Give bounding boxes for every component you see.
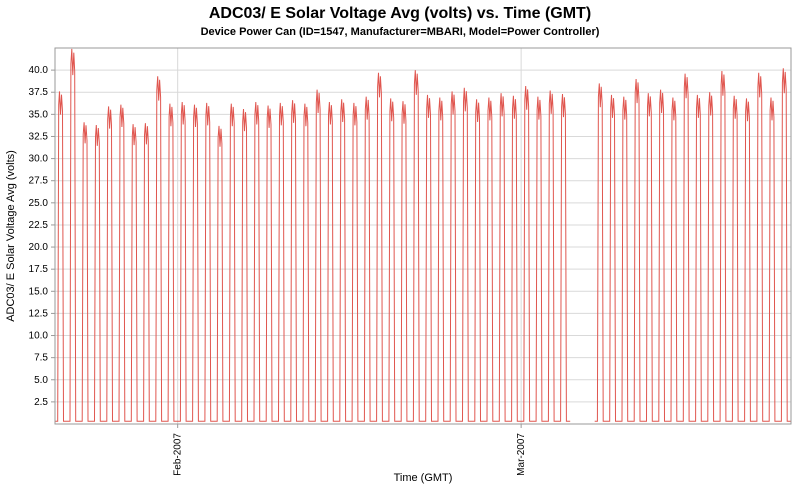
y-tick-label: 7.5	[34, 353, 48, 364]
chart-subtitle: Device Power Can (ID=1547, Manufacturer=…	[200, 26, 600, 38]
y-tick-label: 20.0	[29, 242, 49, 253]
y-tick-label: 15.0	[29, 286, 49, 297]
y-axis-label: ADC03/ E Solar Voltage Avg (volts)	[5, 150, 17, 322]
y-tick-label: 2.5	[34, 397, 48, 408]
y-tick-label: 22.5	[29, 220, 49, 231]
x-axis-label: Time (GMT)	[394, 472, 453, 484]
y-tick-label: 30.0	[29, 154, 49, 165]
series-layer	[55, 48, 791, 422]
x-tick-label: Mar-2007	[516, 433, 527, 476]
chart-title: ADC03/ E Solar Voltage Avg (volts) vs. T…	[208, 5, 592, 22]
y-tick-label: 32.5	[29, 131, 49, 142]
y-tick-label: 35.0	[29, 109, 49, 120]
plot-border	[54, 47, 792, 425]
y-tick-label: 37.5	[29, 87, 49, 98]
y-tick-label: 10.0	[29, 331, 49, 342]
y-tick-label: 27.5	[29, 176, 49, 187]
y-tick-label: 17.5	[29, 264, 49, 275]
grid-layer	[55, 48, 791, 424]
y-tick-label: 25.0	[29, 198, 49, 209]
y-tick-label: 5.0	[34, 375, 48, 386]
x-tick-label: Feb-2007	[173, 433, 184, 476]
y-tick-label: 12.5	[29, 308, 49, 319]
axis-layer: 2.5 5.0 7.5 10.0 12.5 15.0 17.5 20.0 22.5 25.0 27.…	[29, 65, 528, 476]
y-tick-label: 40.0	[29, 65, 49, 76]
series-line	[55, 48, 791, 422]
